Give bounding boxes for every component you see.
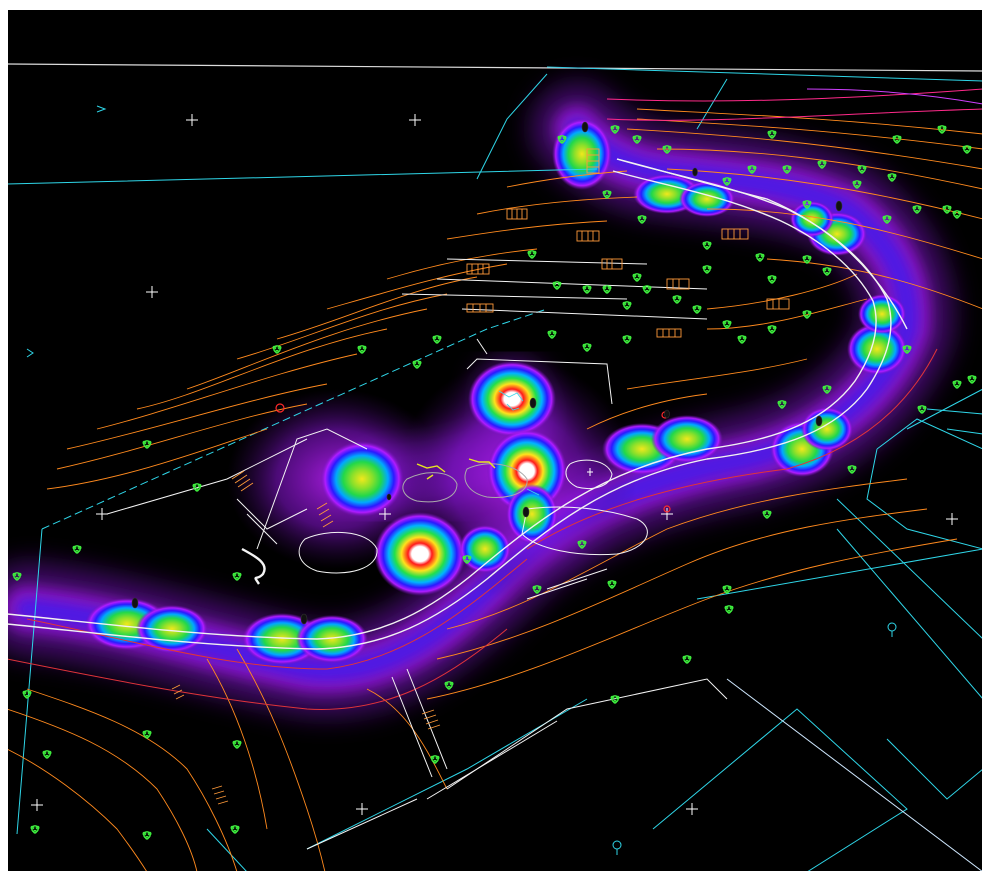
site-plan-heatmap[interactable] [7, 9, 983, 872]
heatmap-layer [7, 84, 953, 716]
light-pole-symbols [131, 121, 843, 625]
hotspot-detail-lines [498, 390, 540, 496]
red-contours [7, 88, 983, 710]
road-edges [7, 158, 908, 650]
site-structures [106, 258, 728, 850]
parcel-boundaries [7, 73, 983, 872]
contour-lines [7, 108, 983, 872]
benchmark-markers [26, 105, 897, 855]
map-viewport[interactable] [7, 9, 983, 872]
stair-hatches [171, 148, 790, 805]
map-frame-lines [7, 63, 983, 82]
feature-glyphs [416, 458, 496, 480]
